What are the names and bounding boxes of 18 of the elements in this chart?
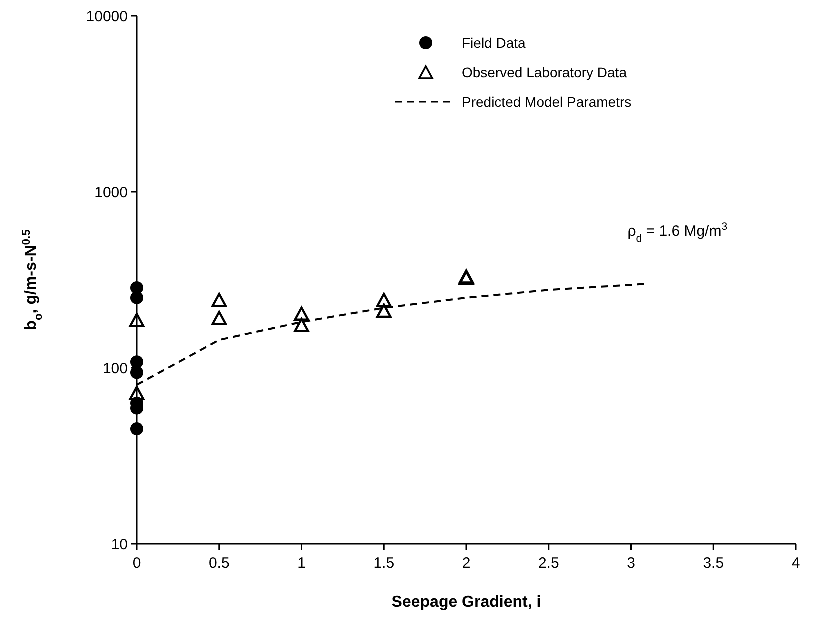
legend-label: Observed Laboratory Data xyxy=(462,64,628,80)
x-tick-label: 0 xyxy=(132,555,142,572)
x-tick-label: 1.5 xyxy=(374,555,395,572)
legend-label: Field Data xyxy=(462,34,526,51)
y-tick-label: 10 xyxy=(111,536,128,554)
x-tick-label: 3.5 xyxy=(703,555,724,572)
x-axis-title: Seepage Gradient, i xyxy=(392,594,542,611)
x-tick-label: 0.5 xyxy=(208,555,230,572)
x-tick-label: 4 xyxy=(792,555,800,572)
x-tick-label: 1 xyxy=(298,555,306,572)
legend-label: Predicted Model Parametrs xyxy=(462,94,632,110)
y-tick-label: 10000 xyxy=(86,8,128,26)
annotation: ρ$_{d}$ = 1.6 Mg/m$^{3}$ xyxy=(628,221,728,246)
x-tick-label: 2 xyxy=(462,555,471,572)
x-tick-label: 2.5 xyxy=(538,555,560,572)
x-tick-label: 3 xyxy=(627,555,636,572)
y-tick-label: 1000 xyxy=(94,184,128,202)
y-tick-label: 100 xyxy=(102,360,128,378)
